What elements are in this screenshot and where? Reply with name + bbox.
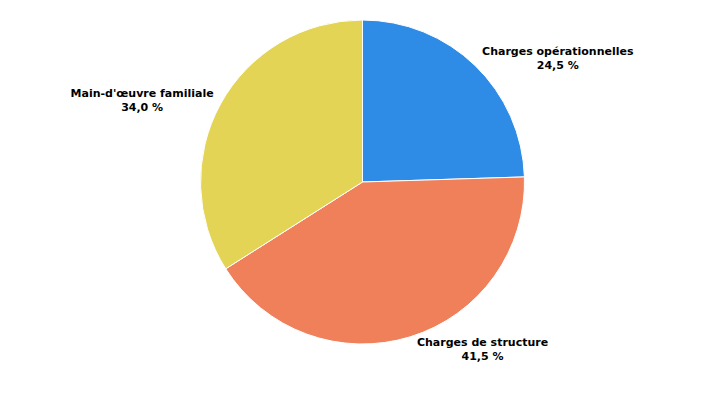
svg-text:Main-d'œuvre familiale34,0 %: Main-d'œuvre familiale34,0 % (71, 87, 214, 114)
svg-text:Charges de structure41,5 %: Charges de structure41,5 % (417, 336, 548, 363)
svg-text:Charges opérationnelles24,5 %: Charges opérationnelles24,5 % (482, 45, 634, 72)
